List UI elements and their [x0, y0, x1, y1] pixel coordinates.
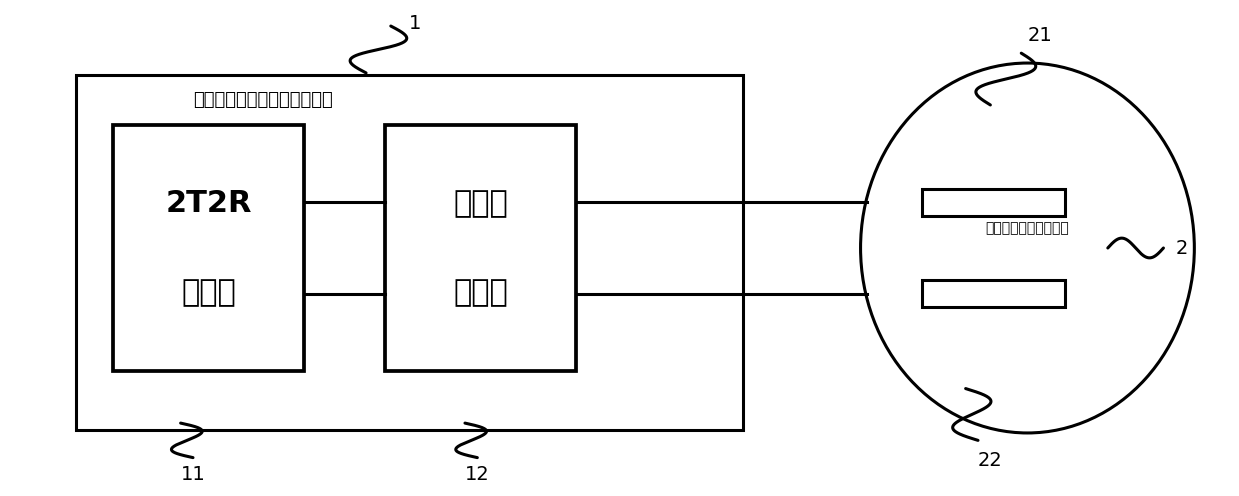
Text: 12: 12	[465, 465, 489, 485]
Text: 功率均: 功率均	[453, 189, 508, 218]
Bar	[76, 75, 743, 431]
Bar	[384, 124, 576, 372]
Ellipse shape	[861, 63, 1194, 433]
Text: 21: 21	[1027, 26, 1052, 46]
Bar	[922, 280, 1064, 307]
Bar	[922, 189, 1064, 216]
Text: 小基站: 小基站	[181, 278, 235, 307]
Text: 衡模块: 衡模块	[453, 278, 508, 307]
Text: 11: 11	[181, 465, 206, 485]
Text: 22: 22	[978, 450, 1002, 470]
Text: 1: 1	[409, 14, 421, 33]
Bar	[113, 124, 305, 372]
Text: 2: 2	[1176, 239, 1188, 257]
Text: 对称两路传输及功率均衡模块: 对称两路传输及功率均衡模块	[193, 91, 333, 109]
Text: 对称两路宽带天线模块: 对称两路宽带天线模块	[985, 221, 1069, 235]
Text: 2T2R: 2T2R	[165, 189, 252, 218]
